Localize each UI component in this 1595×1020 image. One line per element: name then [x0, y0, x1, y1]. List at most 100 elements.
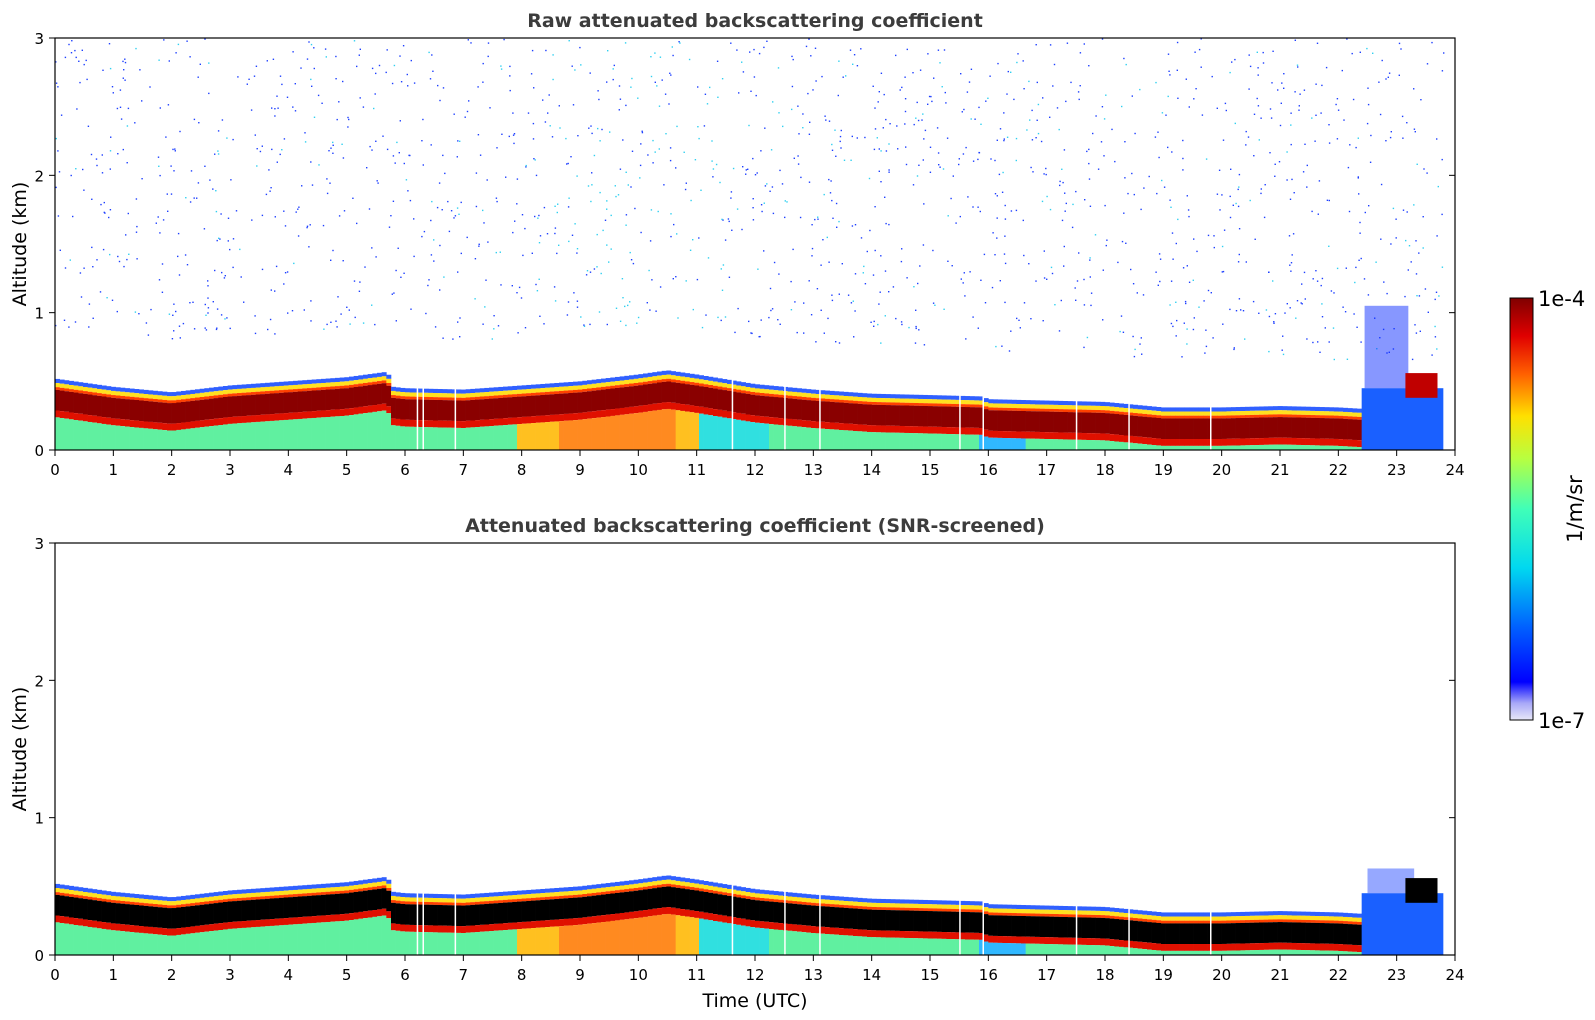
backscatter-cell	[708, 920, 714, 955]
noise-pixel	[427, 284, 429, 287]
backscatter-cell	[307, 388, 312, 391]
noise-pixel	[874, 249, 876, 252]
noise-pixel	[597, 127, 599, 130]
noise-pixel	[1134, 132, 1136, 135]
noise-pixel	[486, 179, 488, 181]
noise-pixel	[869, 229, 871, 232]
backscatter-cell	[741, 918, 746, 926]
backscatter-cell	[339, 381, 345, 386]
backscatter-cell	[703, 407, 709, 415]
noise-pixel	[1291, 178, 1293, 181]
backscatter-cell	[456, 397, 462, 401]
backscatter-cell	[1263, 922, 1269, 943]
backscatter-cell	[969, 396, 975, 401]
backscatter-cell	[764, 901, 770, 922]
backscatter-cell	[601, 382, 606, 387]
noise-pixel	[399, 55, 401, 57]
y-tick-label: 0	[34, 442, 44, 460]
backscatter-cell	[195, 427, 200, 450]
noise-pixel	[918, 164, 920, 166]
backscatter-cell	[619, 919, 625, 955]
backscatter-cell	[713, 914, 718, 921]
backscatter-cell	[974, 932, 980, 940]
backscatter-cell	[1114, 414, 1120, 435]
noise-pixel	[229, 248, 231, 251]
noise-pixel	[684, 188, 687, 191]
noise-pixel	[905, 163, 908, 166]
noise-pixel	[995, 345, 997, 348]
noise-pixel	[335, 55, 337, 58]
backscatter-cell	[820, 390, 826, 395]
backscatter-cell	[1231, 923, 1236, 944]
backscatter-cell	[759, 392, 765, 396]
noise-pixel	[1071, 226, 1074, 229]
backscatter-cell	[148, 903, 154, 907]
backscatter-cell	[353, 880, 359, 886]
backscatter-cell	[106, 902, 112, 923]
backscatter-cell	[862, 404, 868, 425]
backscatter-cell	[927, 900, 933, 905]
noise-pixel	[985, 100, 987, 102]
backscatter-cell	[503, 923, 508, 931]
backscatter-cell	[59, 411, 65, 419]
backscatter-cell	[1035, 913, 1040, 917]
noise-pixel	[403, 272, 405, 274]
noise-pixel	[1279, 124, 1282, 127]
backscatter-cell	[1170, 950, 1176, 955]
backscatter-cell	[1179, 912, 1185, 917]
backscatter-cell	[363, 911, 368, 919]
backscatter-cell	[185, 421, 191, 429]
noise-pixel	[371, 247, 373, 249]
backscatter-cell	[629, 386, 634, 407]
backscatter-cell	[1128, 940, 1134, 948]
backscatter-cell	[1282, 922, 1288, 943]
backscatter-cell	[1287, 915, 1292, 920]
noise-pixel	[138, 313, 140, 315]
noise-pixel	[1387, 76, 1389, 78]
noise-pixel	[791, 108, 793, 111]
noise-pixel	[538, 214, 540, 217]
noise-pixel	[831, 199, 833, 202]
backscatter-cell	[181, 390, 186, 396]
noise-pixel	[1175, 335, 1177, 337]
backscatter-cell	[349, 913, 354, 921]
noise-pixel	[612, 68, 614, 70]
noise-pixel	[579, 46, 581, 49]
backscatter-cell	[475, 396, 480, 400]
noise-pixel	[748, 320, 750, 323]
backscatter-cell	[1203, 916, 1208, 921]
backscatter-cell	[545, 888, 550, 893]
noise-pixel	[627, 184, 629, 186]
noise-pixel	[177, 43, 180, 46]
backscatter-cell	[703, 919, 709, 955]
backscatter-cell	[909, 394, 914, 399]
backscatter-cell	[386, 890, 392, 912]
backscatter-cell	[1305, 915, 1311, 920]
backscatter-cell	[1105, 413, 1110, 434]
backscatter-cell	[367, 385, 373, 406]
noise-pixel	[904, 110, 907, 113]
backscatter-cell	[605, 914, 611, 922]
noise-pixel	[598, 98, 600, 101]
noise-pixel	[111, 86, 114, 88]
backscatter-cell	[251, 383, 256, 388]
noise-pixel	[745, 173, 747, 175]
backscatter-cell	[1263, 406, 1269, 411]
backscatter-cell	[839, 928, 844, 936]
backscatter-cell	[311, 888, 317, 893]
backscatter-cell	[1165, 916, 1171, 921]
noise-pixel	[810, 55, 812, 57]
backscatter-cell	[1277, 444, 1283, 450]
backscatter-cell	[176, 934, 182, 955]
backscatter-cell	[148, 895, 154, 900]
noise-pixel	[394, 162, 396, 164]
backscatter-cell	[498, 930, 504, 955]
noise-pixel	[332, 152, 334, 154]
noise-pixel	[58, 171, 61, 173]
noise-pixel	[1237, 188, 1239, 191]
backscatter-cell	[1184, 916, 1190, 921]
backscatter-cell	[227, 901, 233, 923]
noise-pixel	[433, 239, 435, 241]
backscatter-cell	[1240, 920, 1246, 923]
noise-pixel	[1358, 259, 1360, 261]
